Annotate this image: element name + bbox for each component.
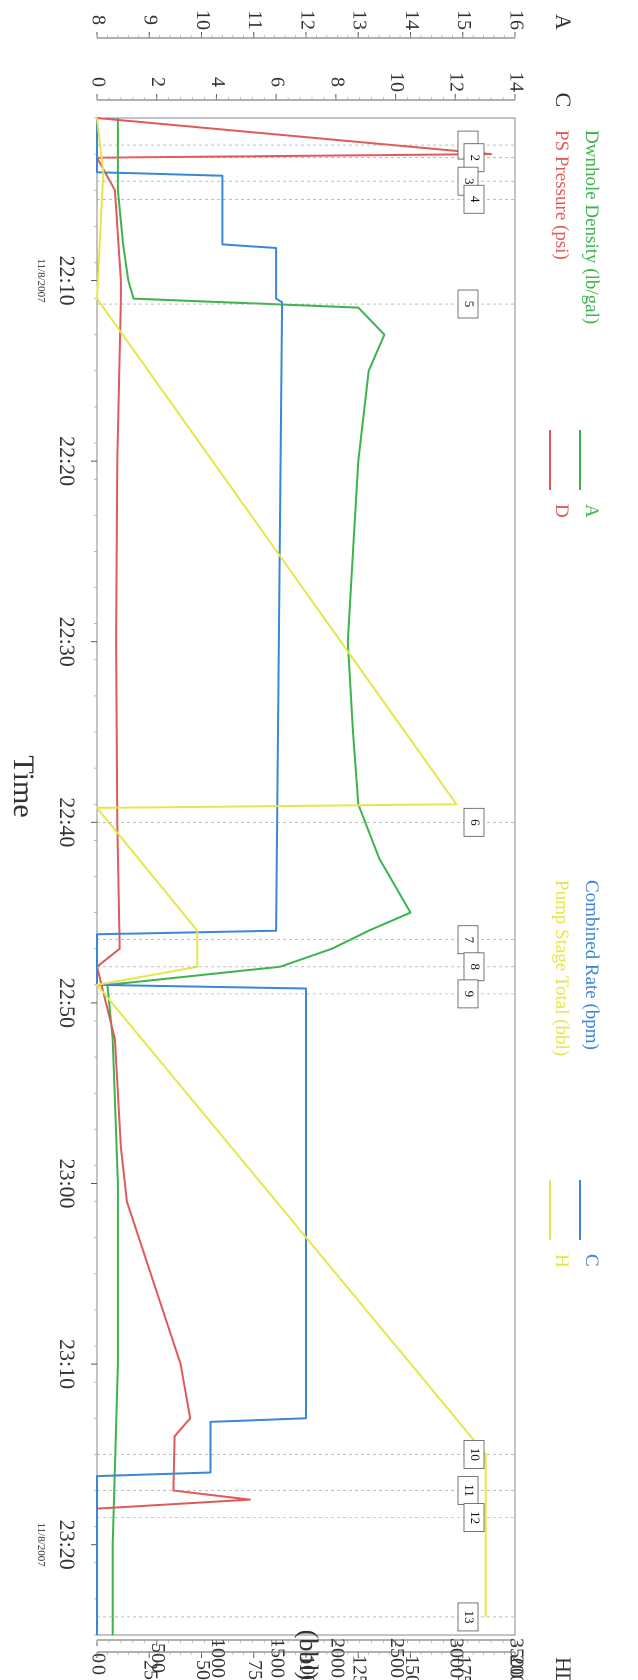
event-label: 6 bbox=[468, 819, 483, 826]
axis-tick-label: 125 bbox=[349, 1655, 371, 1680]
axis-a: 8 9 10 11 12 13 14 15 16 A bbox=[87, 10, 576, 39]
event-box bbox=[463, 1503, 485, 1533]
time-tick-label: 23:00 bbox=[55, 1158, 80, 1208]
legend-key: D bbox=[551, 504, 572, 518]
event-label: 12 bbox=[468, 1511, 483, 1524]
event-label: 3 bbox=[462, 178, 477, 185]
axis-tick-label: 12 bbox=[296, 10, 318, 30]
legend-label: Pump Stage Total (bbl) bbox=[551, 880, 572, 1056]
series-line-0 bbox=[106, 118, 412, 1635]
axis-tick-label: 13 bbox=[349, 10, 371, 30]
axis-tick-label: 3000 bbox=[446, 1638, 468, 1678]
event-label: 7 bbox=[462, 936, 477, 943]
axis-tick-label: 500 bbox=[147, 1643, 169, 1673]
time-tick-label: 23:10 bbox=[55, 1339, 80, 1389]
event-box bbox=[457, 1602, 479, 1632]
axis-tick-label: 25 bbox=[140, 1660, 162, 1680]
axis-tick-label: 16 bbox=[505, 10, 527, 30]
axis-tick-label: 100 bbox=[296, 1655, 318, 1680]
event-box bbox=[463, 1440, 485, 1469]
x-axis-title: Time bbox=[7, 755, 40, 817]
event-box bbox=[463, 807, 485, 837]
axis-tick-label: 12 bbox=[446, 72, 468, 92]
axis-tick-label: 0 bbox=[87, 1665, 109, 1675]
legend-label: PS Pressure (psi) bbox=[551, 130, 572, 260]
axis-tick-label: 2 bbox=[147, 77, 169, 87]
axis-tick-label: 150 bbox=[401, 1655, 423, 1680]
date-label-start: 11/8/2007 bbox=[35, 258, 47, 303]
series-line-2 bbox=[96, 118, 307, 1635]
axis-tick-label: 8 bbox=[87, 15, 109, 25]
axis-title: C bbox=[551, 93, 576, 108]
event-box bbox=[457, 289, 479, 319]
time-tick-label: 23:20 bbox=[55, 1520, 80, 1570]
date-label-end: 11/8/2007 bbox=[35, 1523, 47, 1568]
event-label: 2 bbox=[468, 154, 483, 161]
legend-key: H bbox=[551, 1254, 572, 1268]
axis-tick-label: 8 bbox=[326, 77, 348, 87]
axis-tick-label: 2000 bbox=[326, 1638, 348, 1678]
axis-tick-label: 15 bbox=[453, 10, 475, 30]
event-label: 5 bbox=[462, 301, 477, 308]
axis-tick-label: 200 bbox=[505, 1655, 527, 1680]
series-line-1 bbox=[96, 117, 493, 1635]
axis-tick-label: 0 bbox=[87, 1653, 109, 1663]
axis-h: 0 25 50 75 100 125 150 175 200 H bbox=[87, 1651, 576, 1680]
time-tick-label: 22:30 bbox=[55, 617, 80, 667]
axis-title: D bbox=[551, 1672, 576, 1680]
axis-tick-label: 4 bbox=[207, 77, 229, 87]
legend-label: Combined Rate (bpm) bbox=[581, 880, 602, 1050]
time-axis: 22:10 22:20 22:30 22:40 22:50 23:00 23:10 23:20 bbox=[55, 117, 97, 1636]
legend-label: Dwnhole Density (lb/gal) bbox=[581, 130, 602, 324]
axis-title: H bbox=[551, 1657, 576, 1673]
axis-tick-label: 10 bbox=[192, 10, 214, 30]
event-markers: 12345678910111213 bbox=[97, 130, 515, 1632]
time-tick-label: 22:20 bbox=[55, 436, 80, 486]
axis-tick-label: 1500 bbox=[267, 1638, 289, 1678]
axis-c: 0 2 4 6 8 10 12 14 C bbox=[87, 72, 576, 107]
axis-title: A bbox=[551, 14, 576, 30]
event-label: 9 bbox=[462, 991, 477, 998]
axis-tick-label: 2500 bbox=[386, 1638, 408, 1678]
axis-tick-label: 75 bbox=[244, 1660, 266, 1680]
axis-tick-label: 10 bbox=[386, 72, 408, 92]
axis-tick-label: 14 bbox=[401, 10, 423, 30]
time-tick-label: 22:50 bbox=[55, 978, 80, 1028]
axis-tick-label: 11 bbox=[244, 10, 266, 29]
legend: Dwnhole Density (lb/gal) A PS Pressure (ps… bbox=[549, 130, 602, 1268]
h-axis-unit: (bbl) bbox=[294, 1630, 323, 1680]
axis-tick-label: 14 bbox=[505, 72, 527, 92]
axis-tick-label: 3500 bbox=[505, 1638, 527, 1678]
legend-key: A bbox=[581, 504, 602, 518]
event-box bbox=[463, 184, 485, 214]
time-tick-label: 22:10 bbox=[55, 255, 80, 305]
event-label: 13 bbox=[462, 1610, 477, 1623]
axis-tick-label: 50 bbox=[192, 1660, 214, 1680]
axis-tick-label: 175 bbox=[453, 1655, 475, 1680]
event-label: 10 bbox=[468, 1448, 483, 1461]
axis-tick-label: 0 bbox=[87, 77, 109, 87]
event-label: 4 bbox=[468, 196, 483, 203]
event-box bbox=[457, 979, 479, 1009]
axis-tick-label: 6 bbox=[267, 77, 289, 87]
time-tick-label: 22:40 bbox=[55, 797, 80, 847]
event-label: 11 bbox=[462, 1484, 477, 1497]
event-label: 8 bbox=[468, 964, 483, 971]
legend-key: C bbox=[581, 1254, 602, 1267]
series-line-3 bbox=[96, 117, 487, 1617]
axis-tick-label: 9 bbox=[140, 15, 162, 25]
axis-tick-label: 1000 bbox=[207, 1638, 229, 1678]
